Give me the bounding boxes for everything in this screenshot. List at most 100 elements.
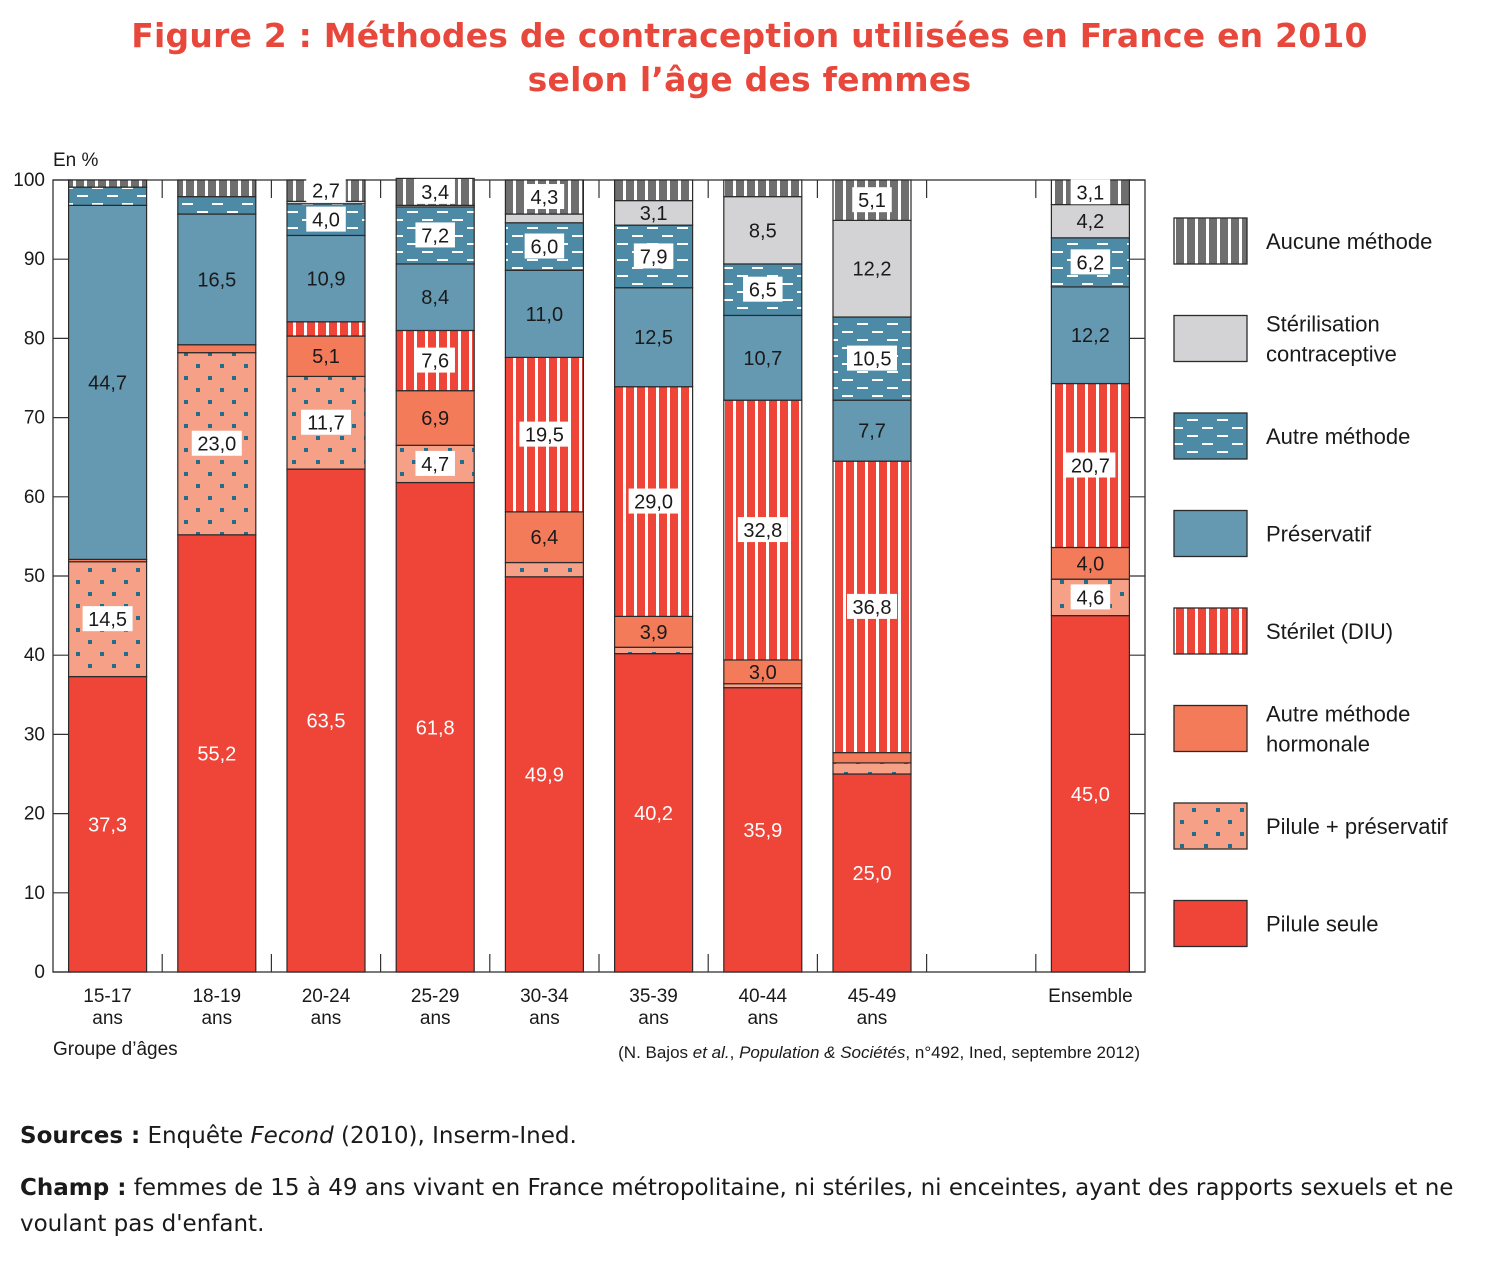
x-tick-label: Ensemble	[1048, 986, 1133, 1007]
data-label-box	[415, 347, 455, 373]
x-tick-label-unit: ans	[529, 1008, 560, 1029]
legend-item-aucune: Aucune méthode	[1173, 217, 1432, 265]
data-label-box	[1065, 452, 1116, 478]
data-label-box	[1070, 179, 1111, 205]
data-label-box	[1070, 584, 1111, 610]
data-label-box	[306, 206, 346, 232]
data-label: 32,8	[743, 520, 782, 542]
legend-label: Autre méthode	[1266, 702, 1410, 727]
bar-segment-pilule_seule	[1050, 615, 1131, 973]
data-label-box	[82, 606, 133, 632]
legend-item-sterilet: Stérilet (DIU)	[1173, 607, 1393, 655]
data-label: 6,9	[421, 408, 449, 430]
citation-part: Population & Sociétés	[739, 1043, 906, 1062]
legend-swatch	[1173, 412, 1248, 460]
data-label: 55,2	[197, 743, 236, 765]
y-tick-label: 20	[24, 804, 45, 825]
data-label: 10,9	[307, 269, 346, 291]
legend-swatch	[1173, 899, 1248, 948]
bar-segment-pilule_seule	[504, 576, 584, 973]
data-label: 4,6	[1076, 587, 1104, 609]
sources-pre: Enquête	[140, 1123, 251, 1149]
bar-segment-pilule_seule	[832, 773, 912, 973]
data-label: 7,2	[421, 225, 449, 247]
legend-label: Préservatif	[1266, 522, 1372, 547]
bar-stack-30-34: 49,9 6,4 19,5 11,0 6,0 4,3	[504, 179, 584, 973]
data-label-box	[306, 177, 346, 203]
legend-label: Aucune méthode	[1266, 229, 1432, 254]
y-tick-label: 10	[24, 883, 45, 904]
y-tick-label: 60	[24, 487, 45, 508]
bar-stack-45-49: 25,0 36,8 7,7 10,5 12,2 5,1	[832, 179, 912, 973]
data-label: 19,5	[525, 425, 564, 447]
citation-part: et al.	[693, 1043, 730, 1062]
data-label-box	[633, 243, 674, 269]
data-label: 3,1	[1076, 182, 1104, 204]
bar-segment-pilule_seule	[395, 481, 475, 973]
bar-segment-aucune	[67, 179, 148, 188]
bar-segment-pilule_seule	[286, 468, 366, 973]
data-label: 20,7	[1071, 456, 1110, 478]
bar-stack-35-39: 40,2 3,9 29,0 12,5 7,9 3,1	[613, 179, 694, 973]
data-label: 37,3	[88, 814, 127, 836]
bar-segment-aucune	[613, 179, 694, 202]
data-label: 45,0	[1071, 784, 1110, 806]
legend-item-preservatif: Préservatif	[1173, 509, 1372, 558]
x-axis: 15-17ans18-19ans20-24ans25-29ans30-34ans…	[83, 986, 1132, 1029]
sources-post: (2010), Inserm-Ined.	[333, 1123, 577, 1149]
data-label-box	[1070, 249, 1111, 275]
data-label: 10,5	[853, 349, 892, 371]
bar-segment-autre_hormonale	[395, 390, 475, 446]
data-label: 14,5	[88, 609, 127, 631]
data-label: 4,3	[530, 187, 558, 209]
x-tick-label: 30-34	[520, 986, 569, 1007]
data-label-box	[743, 276, 783, 302]
bars-layer: 37,3 14,5 44,7 55,2 23,0 16,5 63,5 11,7 5,1 10,9 4…	[67, 177, 1131, 973]
y-axis-unit-label: En %	[53, 150, 99, 171]
bar-segment-sterilisation	[504, 213, 584, 224]
data-label: 4,7	[421, 454, 449, 476]
citation-part: (N. Bajos	[618, 1043, 693, 1062]
legend-item-sterilisation: Stérilisation contraceptive	[1173, 312, 1397, 367]
champ-text: femmes de 15 à 49 ans vivant en France m…	[20, 1175, 1454, 1237]
bar-segment-aucune	[723, 179, 803, 198]
data-label: 23,0	[197, 434, 236, 456]
data-label: 12,5	[634, 327, 673, 349]
bar-segment-sterilisation	[723, 196, 803, 265]
bar-stack-25-29: 61,8 4,7 6,9 7,6 8,4 7,2 3,4	[395, 177, 475, 973]
bar-segment-autre_hormonale	[177, 344, 257, 354]
data-label: 11,0	[526, 304, 563, 326]
data-label: 61,8	[416, 717, 455, 739]
legend-label: Autre méthode	[1266, 424, 1410, 449]
bar-segment-preservatif	[67, 204, 148, 560]
citation-part: , n°492, Ined, septembre 2012)	[905, 1043, 1140, 1062]
data-label-box	[524, 233, 565, 259]
bar-segment-pilule_seule	[613, 653, 694, 973]
bar-segment-autre_hormonale	[832, 752, 912, 764]
bar-segment-pilule_preservatif	[832, 762, 912, 775]
x-tick-label: 20-24	[302, 986, 351, 1007]
data-label: 7,7	[858, 421, 886, 443]
y-tick-label: 50	[24, 566, 45, 587]
bar-segment-autre_hormonale	[504, 511, 584, 564]
champ-label: Champ :	[20, 1175, 127, 1201]
data-label: 2,7	[312, 181, 340, 203]
data-label: 3,9	[640, 622, 668, 644]
data-label-box	[524, 184, 565, 210]
data-label: 35,9	[743, 820, 782, 842]
legend-swatch	[1173, 509, 1248, 558]
citation-part: ,	[730, 1043, 739, 1062]
y-tick-label: 30	[24, 724, 45, 745]
legend-label: Pilule + préservatif	[1266, 814, 1448, 839]
legend-item-autre_hormonale: Autre méthode hormonale	[1173, 702, 1410, 757]
citation: (N. Bajos et al., Population & Sociétés,…	[618, 1043, 1140, 1062]
bar-segment-preservatif	[832, 399, 912, 462]
data-label-box	[191, 430, 242, 456]
legend-label: Stérilisation	[1266, 312, 1380, 337]
data-label-box	[628, 488, 679, 514]
y-tick-label: 90	[24, 249, 45, 270]
x-tick-label: 40-44	[738, 986, 787, 1007]
data-label: 4,0	[1076, 553, 1104, 575]
bar-segment-aucune	[177, 179, 257, 198]
data-label-box	[301, 409, 351, 435]
